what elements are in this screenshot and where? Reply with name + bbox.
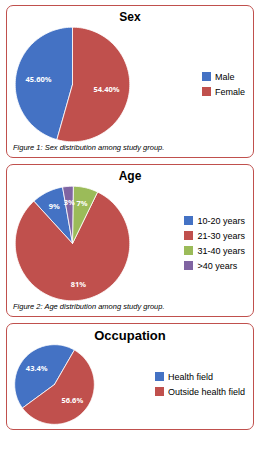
svg-text:9%: 9% (49, 201, 60, 211)
svg-text:43.4%: 43.4% (26, 363, 48, 373)
html-text:Outside health field: Outside health field (167, 386, 245, 397)
html-text:Figure 2: Age distribution amo: Figure 2: Age distribution among study g… (13, 302, 165, 311)
svg-text:56.6%: 56.6% (61, 395, 83, 405)
html-text:31-40 years: 31-40 years (197, 245, 245, 256)
html-text:10-20 years: 10-20 years (197, 215, 245, 226)
html-text:21-30 years: 21-30 years (197, 230, 245, 241)
svg-text:54.40%: 54.40% (94, 84, 120, 94)
html-text:Occupation: Occupation (94, 328, 166, 343)
svg-text:3%: 3% (64, 197, 75, 207)
html-text:Age: Age (118, 169, 142, 183)
html-text:Sex: Sex (119, 10, 141, 24)
html-text:Female: Female (215, 86, 245, 97)
html-text:Male: Male (215, 71, 235, 82)
svg-text:7%: 7% (77, 198, 88, 208)
svg-text:81%: 81% (71, 279, 87, 289)
html-text:Health field: Health field (167, 371, 213, 382)
html-text:Figure 1: Sex distribution amo: Figure 1: Sex distribution among study g… (13, 143, 165, 152)
svg-text:45.60%: 45.60% (25, 74, 51, 84)
html-text:>40 years: >40 years (197, 260, 238, 271)
